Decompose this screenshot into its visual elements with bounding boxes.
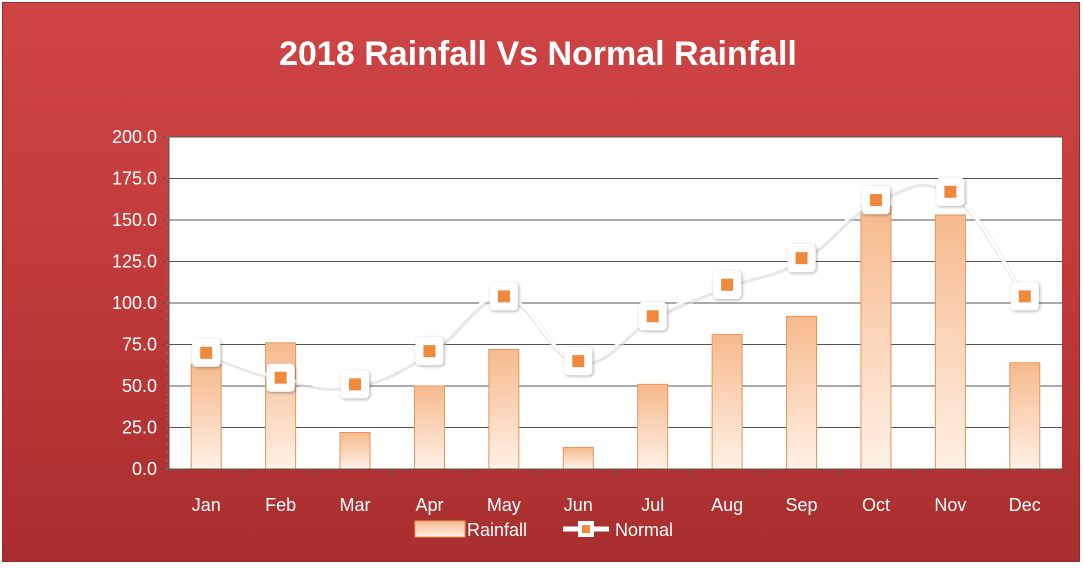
x-tick-label: Jan bbox=[192, 495, 221, 515]
x-tick-label: Jul bbox=[641, 495, 664, 515]
rainfall-bar bbox=[265, 342, 297, 470]
x-axis-ticks: Jan Feb Mar Apr May Jun Jul Aug Sep Oct Nov Dec bbox=[192, 495, 1041, 515]
normal-marker bbox=[572, 355, 585, 368]
x-tick-label: Sep bbox=[786, 495, 818, 515]
y-tick-label: 175.0 bbox=[112, 169, 157, 189]
normal-line bbox=[192, 177, 1039, 399]
legend-rainfall-swatch bbox=[414, 520, 466, 538]
x-tick-label: Feb bbox=[265, 495, 296, 515]
normal-marker bbox=[1018, 290, 1031, 303]
chart-svg: 2018 Rainfall Vs Normal Rainfall 200.0 17… bbox=[112, 35, 1063, 540]
rainfall-bar bbox=[339, 431, 371, 470]
chart-title: 2018 Rainfall Vs Normal Rainfall bbox=[279, 35, 797, 73]
y-tick-label: 50.0 bbox=[122, 376, 157, 396]
y-axis-ticks: 200.0 175.0 150.0 125.0 100.0 75.0 50.0 25.0 0.0 bbox=[112, 127, 157, 479]
rainfall-bar bbox=[934, 214, 966, 470]
y-tick-label: 100.0 bbox=[112, 293, 157, 313]
y-tick-label: 25.0 bbox=[122, 418, 157, 438]
rainfall-bar bbox=[413, 385, 445, 470]
y-tick-label: 200.0 bbox=[112, 127, 157, 147]
legend: Rainfall Normal bbox=[414, 520, 673, 540]
x-tick-label: Aug bbox=[711, 495, 743, 515]
rainfall-bar bbox=[190, 363, 222, 470]
y-tick-label: 125.0 bbox=[112, 252, 157, 272]
normal-marker bbox=[721, 278, 734, 291]
normal-marker bbox=[646, 310, 659, 323]
normal-marker bbox=[497, 290, 510, 303]
x-tick-label: Dec bbox=[1009, 495, 1041, 515]
legend-normal-marker bbox=[582, 525, 590, 533]
rainfall-bar bbox=[786, 315, 818, 470]
x-tick-label: Jun bbox=[564, 495, 593, 515]
rainfall-bar bbox=[562, 446, 594, 470]
x-tick-label: Mar bbox=[340, 495, 371, 515]
y-tick-label: 0.0 bbox=[132, 459, 157, 479]
rainfall-bar bbox=[637, 383, 669, 470]
x-tick-label: Apr bbox=[415, 495, 443, 515]
legend-rainfall-label: Rainfall bbox=[467, 520, 527, 540]
x-tick-label: May bbox=[487, 495, 521, 515]
rainfall-bar bbox=[1009, 362, 1041, 470]
y-tick-label: 75.0 bbox=[122, 335, 157, 355]
normal-marker bbox=[795, 252, 808, 265]
x-tick-label: Oct bbox=[862, 495, 890, 515]
normal-marker bbox=[944, 185, 957, 198]
rainfall-bar bbox=[860, 206, 892, 470]
normal-marker bbox=[349, 378, 362, 391]
rainfall-bar bbox=[711, 334, 743, 470]
normal-marker bbox=[869, 194, 882, 207]
normal-marker bbox=[274, 371, 287, 384]
rainfall-bar bbox=[488, 348, 520, 470]
normal-marker bbox=[200, 346, 213, 359]
legend-normal-label: Normal bbox=[615, 520, 673, 540]
axes bbox=[163, 136, 1063, 475]
normal-marker bbox=[423, 345, 436, 358]
y-tick-label: 150.0 bbox=[112, 210, 157, 230]
x-tick-label: Nov bbox=[934, 495, 966, 515]
